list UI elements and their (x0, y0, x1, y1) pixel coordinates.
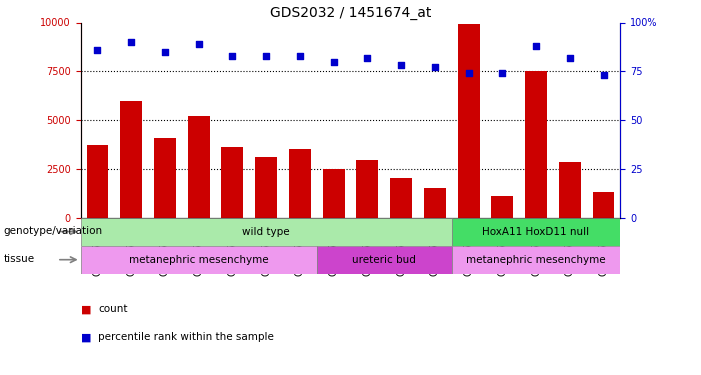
Point (362, 55, 373, 61)
Bar (81, 217, 451, 246)
Point (497, 70, 508, 76)
Text: genotype/variation: genotype/variation (4, 226, 102, 236)
Bar (81, 246, 317, 274)
Point (193, 41, 204, 47)
Point (328, 58, 339, 64)
Title: GDS2032 / 1451674_at: GDS2032 / 1451674_at (270, 6, 431, 20)
Bar (154, 138, 176, 218)
Point (125, 39, 137, 45)
Bar (424, 188, 446, 218)
Bar (491, 196, 513, 217)
Bar (86, 146, 109, 218)
Text: count: count (98, 304, 128, 314)
Bar (289, 149, 311, 217)
Bar (317, 246, 451, 274)
Point (429, 64, 440, 70)
Text: tissue: tissue (4, 255, 34, 264)
Point (531, 43, 542, 49)
Text: metanephric mesenchyme: metanephric mesenchyme (466, 255, 606, 265)
Point (294, 53, 306, 58)
Point (564, 55, 576, 61)
Text: metanephric mesenchyme: metanephric mesenchyme (129, 255, 268, 265)
Bar (356, 160, 379, 218)
Point (395, 62, 407, 68)
Point (598, 72, 609, 78)
Point (261, 53, 272, 58)
Bar (121, 100, 142, 218)
Bar (451, 217, 620, 246)
Point (227, 53, 238, 58)
Text: ureteric bud: ureteric bud (353, 255, 416, 265)
Point (159, 49, 170, 55)
Text: ■: ■ (81, 304, 91, 314)
Point (92, 47, 103, 53)
Bar (188, 116, 210, 218)
Text: wild type: wild type (243, 226, 290, 237)
Bar (322, 169, 345, 217)
Bar (451, 246, 620, 274)
Bar (525, 71, 547, 217)
Bar (390, 177, 412, 218)
Bar (458, 24, 479, 217)
Bar (222, 147, 243, 218)
Bar (592, 192, 615, 217)
Bar (559, 162, 580, 218)
Text: HoxA11 HoxD11 null: HoxA11 HoxD11 null (482, 226, 590, 237)
Text: percentile rank within the sample: percentile rank within the sample (98, 333, 274, 342)
Point (463, 70, 474, 76)
Bar (255, 157, 277, 218)
Text: ■: ■ (81, 333, 91, 342)
